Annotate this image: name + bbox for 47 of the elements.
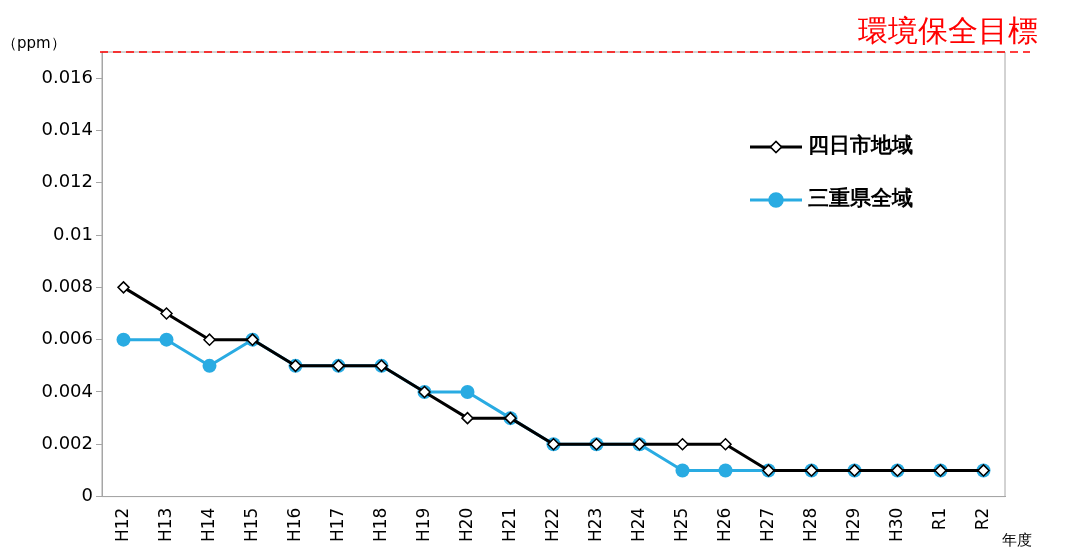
point — [461, 411, 474, 425]
x-axis-title: 年度 — [1002, 530, 1032, 549]
point — [117, 281, 130, 294]
y-axis-title: （ppm） — [2, 33, 66, 52]
y-tick-label: 0.014 — [41, 118, 93, 140]
x-tick-label: H21 — [498, 507, 519, 543]
x-tick-label: H23 — [584, 507, 605, 543]
x-tick-label: H26 — [713, 507, 734, 543]
x-tick-label: H16 — [283, 507, 304, 543]
point — [460, 384, 475, 399]
x-tick-label: H29 — [842, 507, 863, 543]
x-tick-label: H18 — [369, 507, 390, 543]
y-tick-label: 0.01 — [52, 222, 93, 244]
x-tick-label: H27 — [756, 507, 777, 543]
x-tick-label: H17 — [326, 507, 347, 543]
x-tick-label: H15 — [240, 507, 261, 543]
point — [203, 333, 216, 346]
y-tick-label: 0.016 — [41, 65, 93, 87]
y-tick-label: 0.008 — [41, 275, 93, 297]
x-tick-label: H19 — [412, 507, 433, 543]
point — [159, 332, 174, 347]
y-tick-label: 0.002 — [41, 431, 93, 453]
legend-label: 四日市地域 — [808, 133, 913, 158]
y-tick-label: 0 — [81, 484, 93, 506]
point — [202, 358, 217, 373]
point — [676, 438, 689, 451]
x-tick-label: R1 — [928, 507, 949, 531]
x-tick-label: H13 — [154, 507, 175, 543]
y-tick-label: 0.006 — [41, 327, 93, 349]
point — [160, 307, 173, 320]
point — [675, 463, 690, 478]
x-tick-label: H24 — [627, 507, 648, 543]
y-tick-label: 0.004 — [41, 379, 93, 401]
y-tick-label: 0.012 — [41, 170, 93, 192]
point — [116, 332, 131, 347]
x-tick-label: H30 — [885, 507, 906, 543]
point — [718, 463, 733, 478]
x-tick-label: H14 — [197, 507, 218, 543]
point — [719, 438, 732, 451]
x-tick-label: H28 — [799, 507, 820, 543]
x-tick-label: H12 — [111, 507, 132, 543]
x-tick-label: H25 — [670, 507, 691, 543]
x-tick-label: H22 — [541, 507, 562, 543]
ref-line-label: 環境保全目標 — [858, 12, 1038, 48]
legend-label: 三重県全域 — [808, 186, 913, 211]
x-tick-label: R2 — [971, 507, 992, 531]
x-tick-label: H20 — [455, 507, 476, 543]
